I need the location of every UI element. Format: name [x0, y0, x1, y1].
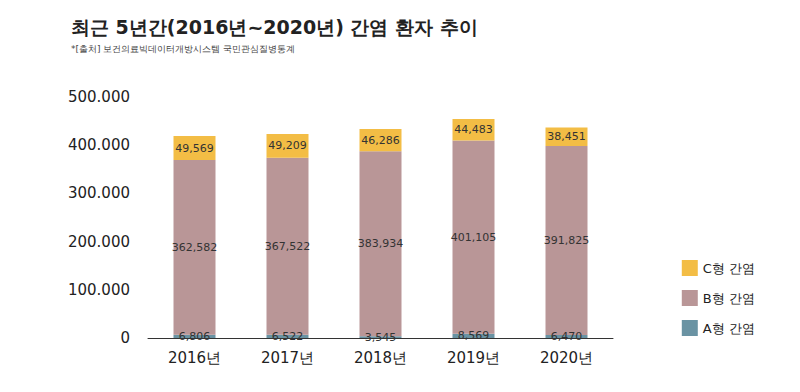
svg-text:2020년: 2020년 [540, 349, 593, 367]
svg-text:6,470: 6,470 [551, 330, 583, 343]
svg-text:500.000: 500.000 [68, 88, 130, 106]
svg-text:0: 0 [120, 329, 130, 347]
svg-text:최근 5년간(2016년~2020년) 간염 환자 추이: 최근 5년간(2016년~2020년) 간염 환자 추이 [71, 16, 478, 38]
svg-text:100.000: 100.000 [68, 281, 130, 299]
svg-text:2019년: 2019년 [447, 349, 500, 367]
svg-text:2018년: 2018년 [354, 349, 407, 367]
svg-text:367,522: 367,522 [265, 240, 311, 253]
svg-text:38,451: 38,451 [547, 130, 586, 143]
svg-text:2016년: 2016년 [168, 349, 221, 367]
svg-text:46,286: 46,286 [361, 134, 400, 147]
svg-text:8,569: 8,569 [458, 329, 490, 342]
svg-text:2017년: 2017년 [261, 349, 314, 367]
svg-text:391,825: 391,825 [544, 234, 590, 247]
svg-text:B형 간염: B형 간염 [703, 291, 755, 306]
svg-text:362,582: 362,582 [172, 241, 218, 254]
svg-text:400.000: 400.000 [68, 136, 130, 154]
svg-text:A형 간염: A형 간염 [703, 321, 755, 336]
svg-text:*[출처] 보건의료빅데이터개방시스템 국민관심질병통계: *[출처] 보건의료빅데이터개방시스템 국민관심질병통계 [71, 44, 295, 54]
svg-text:383,934: 383,934 [358, 237, 404, 250]
svg-text:6,806: 6,806 [179, 330, 211, 343]
svg-text:300.000: 300.000 [68, 184, 130, 202]
svg-text:49,209: 49,209 [268, 139, 307, 152]
svg-text:C형 간염: C형 간염 [703, 261, 755, 276]
svg-text:6,522: 6,522 [272, 330, 304, 343]
svg-text:3,545: 3,545 [365, 331, 397, 344]
svg-text:401,105: 401,105 [451, 231, 497, 244]
svg-text:200.000: 200.000 [68, 233, 130, 251]
svg-text:49,569: 49,569 [175, 142, 214, 155]
svg-text:44,483: 44,483 [454, 123, 493, 136]
